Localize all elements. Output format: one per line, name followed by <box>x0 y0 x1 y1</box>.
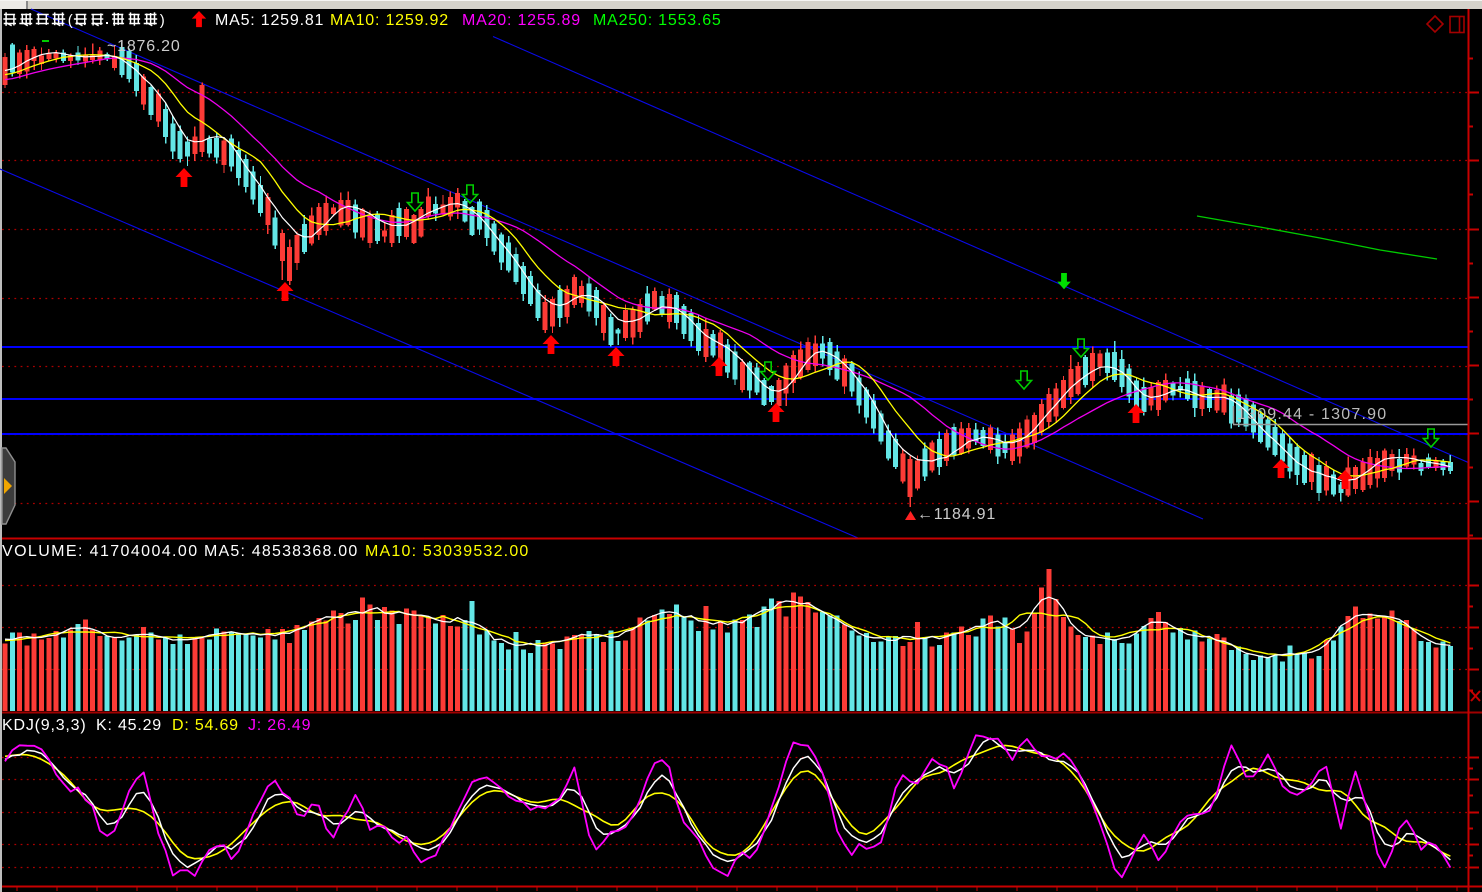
svg-text:MA5: 48538368.00: MA5: 48538368.00 <box>204 543 358 560</box>
svg-text:MA250: 1553.65: MA250: 1553.65 <box>593 12 722 29</box>
svg-text:KDJ(9,3,3): KDJ(9,3,3) <box>2 717 86 734</box>
svg-text:J: 26.49: J: 26.49 <box>248 717 311 734</box>
svg-text:D: 54.69: D: 54.69 <box>172 717 239 734</box>
svg-text:MA10: 53039532.00: MA10: 53039532.00 <box>365 543 530 560</box>
svg-text:MA20: 1255.89: MA20: 1255.89 <box>462 12 581 29</box>
svg-text:VOLUME: 41704004.00: VOLUME: 41704004.00 <box>2 543 199 560</box>
svg-text:1309.44 - 1307.90: 1309.44 - 1307.90 <box>1237 406 1387 423</box>
svg-text:~1876.20: ~1876.20 <box>107 38 181 55</box>
svg-text:MA10: 1259.92: MA10: 1259.92 <box>330 12 449 29</box>
svg-text:MA5: 1259.81: MA5: 1259.81 <box>215 12 324 29</box>
svg-text:(: ( <box>68 12 74 29</box>
svg-text:): ) <box>160 12 166 29</box>
svg-text:←1184.91: ←1184.91 <box>917 506 996 523</box>
svg-text:K: 45.29: K: 45.29 <box>96 717 162 734</box>
